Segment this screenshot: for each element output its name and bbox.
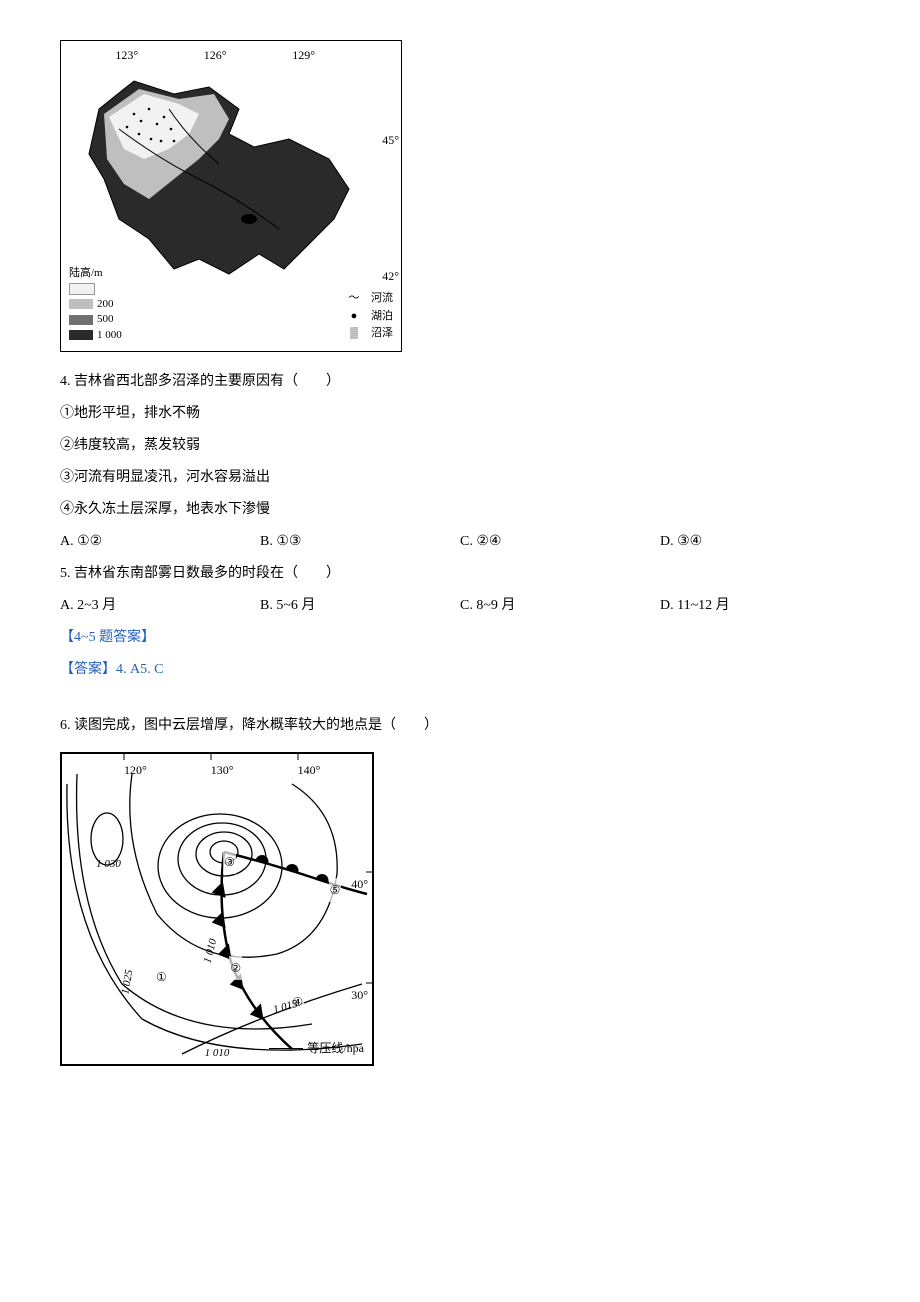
river-icon: 〜 <box>341 290 367 308</box>
jilin-map-figure: 123° 126° 129° 45° 42° 陆高/m <box>60 40 402 352</box>
marsh-icon: ▒ <box>341 325 367 343</box>
isobar-svg <box>62 754 372 1064</box>
q4-option-c: C. ②④ <box>460 528 660 556</box>
chart-legend: 等压线/hpa <box>269 1036 364 1060</box>
q5-option-a: A. 2~3 月 <box>60 592 260 620</box>
spacer <box>60 688 860 708</box>
q4-statement: ①地形平坦，排水不畅 <box>60 400 860 428</box>
answer-block-label: 【4~5 题答案】 <box>60 624 860 652</box>
lake-icon: ● <box>341 308 367 326</box>
q5-option-c: C. 8~9 月 <box>460 592 660 620</box>
elevation-legend: 陆高/m 200 500 1 000 <box>69 266 122 343</box>
q4-option-b: B. ①③ <box>260 528 460 556</box>
isobar-chart: 120° 130° 140° 40° 30° <box>60 752 374 1066</box>
map-svg <box>79 69 359 289</box>
q4-option-a: A. ①② <box>60 528 260 556</box>
legend-swatch <box>69 315 93 325</box>
legend-swatch <box>69 330 93 340</box>
chart-point-3: ③ <box>223 850 236 874</box>
iso-label: 1 010 <box>205 1042 230 1064</box>
q5-option-d: D. 11~12 月 <box>660 592 860 620</box>
iso-label: 1 030 <box>96 853 121 875</box>
isobar-line-icon <box>269 1048 303 1049</box>
q5-options: A. 2~3 月 B. 5~6 月 C. 8~9 月 D. 11~12 月 <box>60 592 860 620</box>
map-lon-label: 123° <box>115 43 138 67</box>
q4-stem: 4. 吉林省西北部多沼泽的主要原因有（ ） <box>60 368 860 396</box>
legend-swatch <box>69 299 93 309</box>
chart-point-2: ② <box>229 956 242 980</box>
q6-stem: 6. 读图完成，图中云层增厚，降水概率较大的地点是（ ） <box>60 712 860 740</box>
map-body <box>79 69 359 289</box>
q4-options: A. ①② B. ①③ C. ②④ D. ③④ <box>60 528 860 556</box>
q5-stem: 5. 吉林省东南部雾日数最多的时段在（ ） <box>60 560 860 588</box>
q5-option-b: B. 5~6 月 <box>260 592 460 620</box>
map-lat-label: 42° <box>382 264 399 288</box>
q4-statement: ③河流有明显凌汛，河水容易溢出 <box>60 464 860 492</box>
chart-legend-label: 等压线/hpa <box>307 1036 364 1060</box>
symbol-legend: 〜河流 ●湖泊 ▒沼泽 <box>341 290 393 343</box>
answer-block-text: 【答案】4. A5. C <box>60 656 860 684</box>
q4-statement: ②纬度较高，蒸发较弱 <box>60 432 860 460</box>
map-lon-label: 129° <box>292 43 315 67</box>
legend-swatch <box>69 283 95 295</box>
elevation-legend-title: 陆高/m <box>69 266 122 281</box>
q4-statement: ④永久冻土层深厚，地表水下渗慢 <box>60 496 860 524</box>
map-lon-label: 126° <box>204 43 227 67</box>
chart-point-1: ① <box>155 965 168 989</box>
chart-point-5: ⑤ <box>329 878 342 902</box>
iso-label: 1 025 <box>114 968 140 996</box>
q4-option-d: D. ③④ <box>660 528 860 556</box>
map-lat-label: 45° <box>382 128 399 152</box>
